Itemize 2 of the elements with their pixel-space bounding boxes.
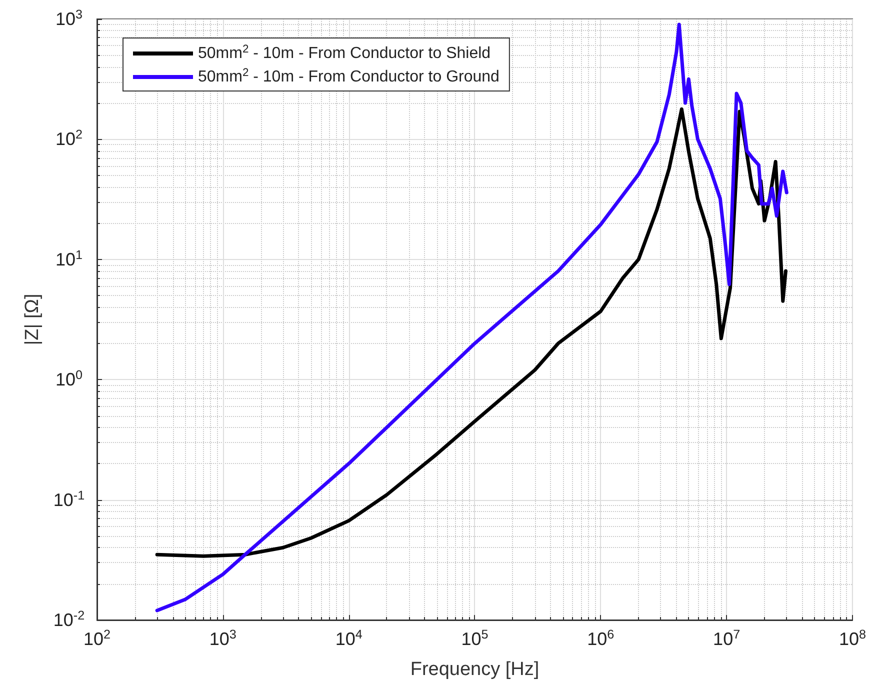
x-axis-title: Frequency [Hz] bbox=[410, 659, 540, 680]
y-axis-title: |Z| [Ω] bbox=[22, 294, 43, 346]
